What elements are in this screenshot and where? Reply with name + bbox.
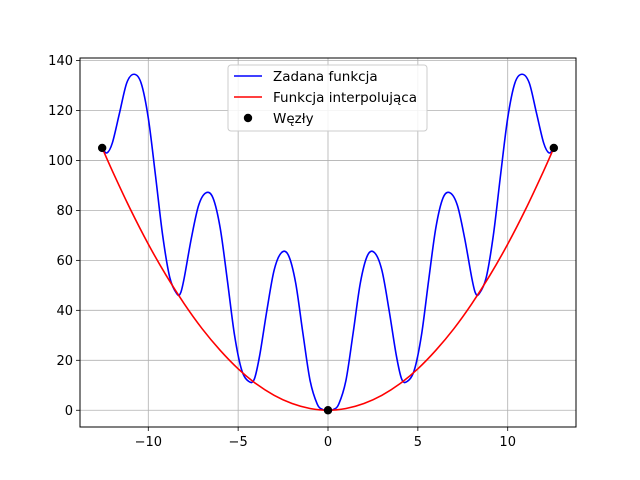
y-tick-label: 60	[56, 254, 73, 269]
y-tick-label: 0	[65, 404, 73, 419]
y-tick-label: 100	[48, 154, 73, 169]
legend-label: Funkcja interpolująca	[273, 90, 417, 106]
x-tick-label: 0	[324, 435, 332, 450]
y-tick-label: 20	[56, 354, 73, 369]
series-point-2	[97, 143, 107, 153]
legend-label: Węzły	[273, 111, 314, 127]
y-tick-label: 120	[48, 104, 73, 119]
y-tick-label: 140	[48, 54, 73, 69]
legend: Zadana funkcja Funkcja interpolująca Węzły	[227, 64, 428, 132]
series-layer	[97, 73, 559, 415]
x-tick-label: 10	[499, 435, 516, 450]
y-tick-label: 80	[56, 204, 73, 219]
legend-label: Zadana funkcja	[273, 69, 378, 85]
y-tick-label: 40	[56, 304, 73, 319]
x-tick-label: −10	[135, 435, 162, 450]
legend-box	[227, 64, 428, 132]
y-axis: 0 20 40 60 80 100 120 140	[48, 54, 80, 419]
x-tick-label: 5	[414, 435, 422, 450]
x-axis: −10 −5 0 5 10	[135, 427, 516, 450]
series-point-2	[323, 406, 333, 415]
series-point-2	[549, 143, 559, 153]
legend-swatch-marker	[243, 113, 253, 123]
x-tick-label: −5	[229, 435, 248, 450]
